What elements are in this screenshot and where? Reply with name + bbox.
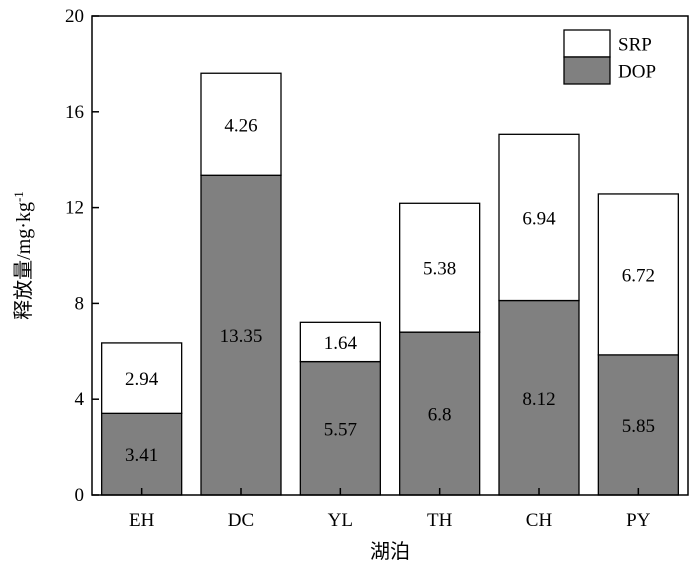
x-tick-label-th: TH	[427, 510, 453, 531]
bar-dop-yl	[299, 360, 381, 496]
data-label-srp-dc: 4.26	[224, 115, 257, 136]
data-labels-group: 3.41 2.94 13.35 4.26 5.57 1.64 6.8 5.38 8.12 6.94…	[125, 115, 655, 466]
x-axis-title: 湖泊	[370, 540, 410, 563]
bar-srp-eh	[101, 342, 183, 414]
legend-label-dop: DOP	[618, 62, 656, 83]
bar-srp-yl	[299, 321, 381, 363]
legend-label-srp: SRP	[618, 35, 652, 56]
y-tick-label: 4	[75, 389, 85, 410]
x-tick-label-ch: CH	[526, 510, 553, 531]
x-axis: EH DC YL TH CH PY	[129, 488, 651, 531]
y-axis: 0 4 8 12 16 20	[65, 6, 99, 506]
x-tick-label-yl: YL	[328, 510, 353, 531]
data-label-dop-eh: 3.41	[125, 445, 158, 466]
legend-swatch-srp	[563, 29, 611, 58]
x-tick-label-eh: EH	[129, 510, 155, 531]
legend-swatch-dop	[563, 56, 611, 85]
bar-srp-dc	[200, 72, 282, 176]
bar-dop-py	[597, 354, 679, 496]
y-tick-label: 8	[75, 293, 85, 314]
y-tick-label: 12	[65, 198, 84, 219]
bar-srp-th	[399, 202, 481, 333]
data-label-dop-dc: 13.35	[220, 326, 263, 347]
data-label-dop-th: 6.8	[428, 405, 452, 426]
data-label-srp-eh: 2.94	[125, 369, 159, 390]
legend: SRP DOP	[563, 29, 656, 85]
x-tick-label-dc: DC	[228, 510, 254, 531]
y-tick-label: 20	[65, 6, 84, 27]
y-tick-label: 16	[65, 102, 84, 123]
y-tick-label: 0	[75, 485, 85, 506]
y-axis-title-main: 释放量/mg·kg	[12, 202, 35, 320]
plot-frame	[91, 15, 689, 496]
data-label-srp-py: 6.72	[622, 265, 655, 286]
data-label-dop-py: 5.85	[622, 416, 655, 437]
y-axis-title-unit-exponent: -1	[11, 191, 26, 202]
x-tick-label-py: PY	[626, 510, 651, 531]
data-label-srp-yl: 1.64	[324, 333, 358, 354]
data-label-dop-ch: 8.12	[522, 389, 555, 410]
bar-srp-py	[597, 193, 679, 356]
bars-group	[101, 72, 679, 496]
bar-dop-eh	[101, 412, 183, 496]
data-label-srp-ch: 6.94	[522, 208, 556, 229]
y-axis-title: 释放量/mg·kg-1	[11, 191, 36, 320]
bar-srp-ch	[498, 133, 580, 302]
data-label-srp-th: 5.38	[423, 259, 456, 280]
data-label-dop-yl: 5.57	[324, 419, 357, 440]
